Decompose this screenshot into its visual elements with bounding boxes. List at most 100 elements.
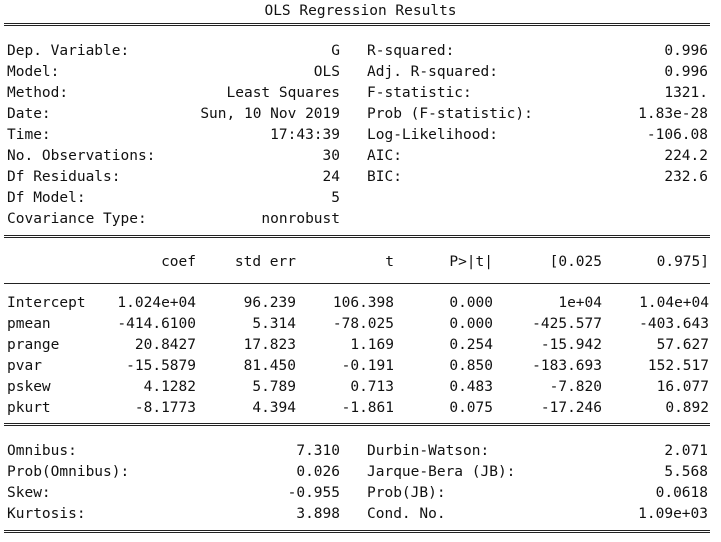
double-rule-top — [4, 23, 710, 26]
coef-row: pskew 4.1282 5.789 0.713 0.483 -7.820 16.077 — [0, 377, 721, 398]
coef-cell: -15.942 — [540, 337, 602, 353]
stat-label: F-statistic: — [367, 85, 472, 101]
coef-cell: 0.713 — [350, 379, 394, 395]
coef-cell: 106.398 — [332, 295, 394, 311]
summary-row: No. Observations: 30 AIC: 224.2 — [0, 146, 721, 167]
double-rule-bottom — [4, 530, 710, 533]
stat-value: 232.6 — [664, 169, 708, 185]
diagnostic-value: 5.568 — [664, 464, 708, 480]
summary-row: Date: Sun, 10 Nov 2019 Prob (F-statistic):… — [0, 104, 721, 125]
coef-cell: 81.450 — [243, 358, 296, 374]
stat-label: R-squared: — [367, 43, 455, 59]
summary-label: Df Residuals: — [7, 169, 121, 185]
column-header: std err — [234, 254, 296, 270]
coef-cell: 1.169 — [350, 337, 394, 353]
diagnostic-value: -0.955 — [287, 485, 340, 501]
diagnostic-label: Kurtosis: — [7, 506, 86, 522]
coef-cell: 1.024e+04 — [117, 295, 196, 311]
coef-cell: 96.239 — [243, 295, 296, 311]
summary-label: Covariance Type: — [7, 211, 147, 227]
summary-label: Df Model: — [7, 190, 86, 206]
summary-label: Method: — [7, 85, 69, 101]
coef-cell: 0.850 — [449, 358, 493, 374]
stat-value: 0.996 — [664, 64, 708, 80]
summary-row: Time: 17:43:39 Log-Likelihood: -106.08 — [0, 125, 721, 146]
summary-value: 17:43:39 — [270, 127, 340, 143]
stat-value: 1321. — [664, 85, 708, 101]
diagnostic-row: Omnibus: 7.310 Durbin-Watson: 2.071 — [0, 441, 721, 462]
coef-cell: -8.1773 — [134, 400, 196, 416]
variable-name: pkurt — [7, 400, 51, 416]
column-header: P>|t| — [449, 254, 493, 270]
coef-cell: 57.627 — [656, 337, 709, 353]
summary-value: Sun, 10 Nov 2019 — [200, 106, 340, 122]
coef-cell: -414.6100 — [117, 316, 196, 332]
summary-value: nonrobust — [261, 211, 340, 227]
stat-value: 224.2 — [664, 148, 708, 164]
summary-value: OLS — [313, 64, 340, 80]
coef-cell: 0.483 — [449, 379, 493, 395]
single-rule — [4, 283, 710, 284]
coef-cell: -0.191 — [341, 358, 394, 374]
coef-cell: -425.577 — [532, 316, 602, 332]
stat-label: Adj. R-squared: — [367, 64, 498, 80]
stat-label: Prob (F-statistic): — [367, 106, 533, 122]
column-header: [0.025 — [549, 254, 602, 270]
coef-cell: 16.077 — [656, 379, 709, 395]
diagnostic-value: 0.0618 — [655, 485, 708, 501]
diagnostic-label: Cond. No. — [367, 506, 446, 522]
coef-cell: 17.823 — [243, 337, 296, 353]
column-header: coef — [161, 254, 196, 270]
coef-cell: 1.04e+04 — [639, 295, 709, 311]
summary-label: Model: — [7, 64, 60, 80]
summary-row: Method: Least Squares F-statistic: 1321. — [0, 83, 721, 104]
summary-value: Least Squares — [226, 85, 341, 101]
double-rule-lower — [4, 423, 710, 426]
summary-label: Dep. Variable: — [7, 43, 130, 59]
summary-label: Time: — [7, 127, 51, 143]
diagnostic-value: 2.071 — [664, 443, 708, 459]
coef-cell: 20.8427 — [134, 337, 196, 353]
coef-row: pvar -15.5879 81.450 -0.191 0.850 -183.693 152… — [0, 356, 721, 377]
variable-name: prange — [7, 337, 60, 353]
coef-cell: 4.394 — [252, 400, 296, 416]
summary-label: Date: — [7, 106, 51, 122]
summary-row: Covariance Type: nonrobust — [0, 209, 721, 230]
diagnostic-label: Prob(Omnibus): — [7, 464, 130, 480]
variable-name: Intercept — [7, 295, 86, 311]
diagnostic-value: 0.026 — [296, 464, 340, 480]
diagnostic-value: 7.310 — [296, 443, 340, 459]
coef-cell: 5.789 — [252, 379, 296, 395]
stat-value: -106.08 — [646, 127, 708, 143]
diagnostic-row: Prob(Omnibus): 0.026 Jarque-Bera (JB): 5.56… — [0, 462, 721, 483]
coef-cell: -403.643 — [639, 316, 709, 332]
coef-cell: 0.254 — [449, 337, 493, 353]
diagnostic-value: 3.898 — [296, 506, 340, 522]
column-header: t — [385, 254, 394, 270]
summary-row: Df Residuals: 24 BIC: 232.6 — [0, 167, 721, 188]
coef-cell: -7.820 — [549, 379, 602, 395]
stat-label: AIC: — [367, 148, 402, 164]
coef-header-row: coef std err t P>|t| [0.025 0.975] — [0, 252, 721, 273]
coef-cell: 1e+04 — [558, 295, 602, 311]
coef-row: Intercept 1.024e+04 96.239 106.398 0.000 1e+0… — [0, 293, 721, 314]
stat-label: Log-Likelihood: — [367, 127, 498, 143]
variable-name: pskew — [7, 379, 51, 395]
diagnostic-row: Skew: -0.955 Prob(JB): 0.0618 — [0, 483, 721, 504]
coef-cell: 0.892 — [665, 400, 709, 416]
stat-label: BIC: — [367, 169, 402, 185]
diagnostic-label: Skew: — [7, 485, 51, 501]
coef-cell: 0.075 — [449, 400, 493, 416]
coef-row: pkurt -8.1773 4.394 -1.861 0.075 -17.246 0.892 — [0, 398, 721, 419]
diagnostic-label: Omnibus: — [7, 443, 77, 459]
summary-row: Model: OLS Adj. R-squared: 0.996 — [0, 62, 721, 83]
coef-cell: -15.5879 — [126, 358, 196, 374]
variable-name: pvar — [7, 358, 42, 374]
summary-value: 30 — [322, 148, 340, 164]
stat-value: 1.83e-28 — [638, 106, 708, 122]
coef-row: pmean -414.6100 5.314 -78.025 0.000 -425.577 -… — [0, 314, 721, 335]
coef-cell: 4.1282 — [143, 379, 196, 395]
stat-value: 0.996 — [664, 43, 708, 59]
diagnostic-label: Durbin-Watson: — [367, 443, 490, 459]
coef-cell: -78.025 — [332, 316, 394, 332]
